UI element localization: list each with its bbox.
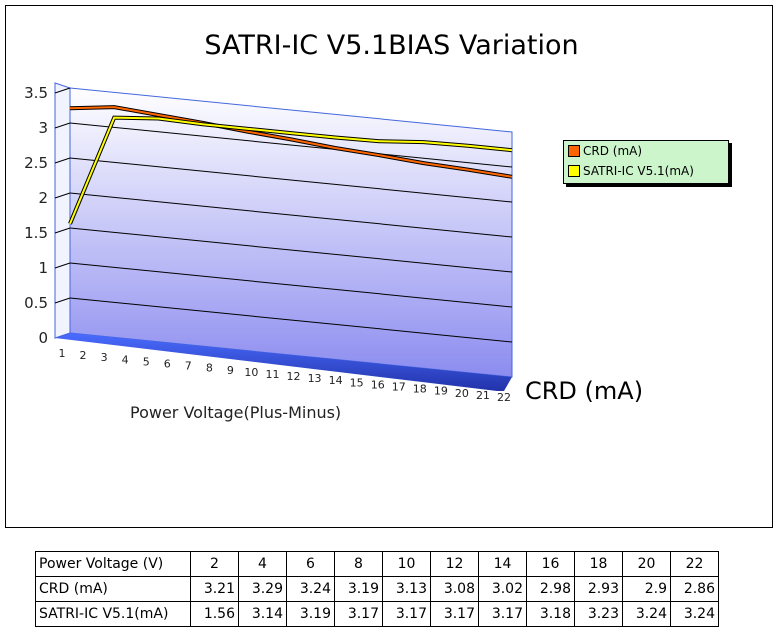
legend: CRD (mA) SATRI-IC V5.1(mA) [563, 140, 729, 184]
table-cell: 3.18 [526, 601, 575, 627]
table-cell: 3.24 [670, 601, 719, 627]
table-cell: 3.23 [574, 601, 623, 627]
x-tick-label: 10 [244, 366, 258, 379]
x-tick-label: 13 [308, 372, 322, 385]
series-line-satri-ic [69, 116, 513, 225]
table-cell: 4 [238, 551, 287, 577]
gridline [69, 122, 513, 168]
table-cell: 3.17 [430, 601, 479, 627]
gridline-diag [54, 157, 71, 164]
x-tick-label: 2 [80, 349, 87, 362]
x-tick-label: 21 [476, 389, 490, 402]
table-cell: 3.24 [622, 601, 671, 627]
table-cell: 3.19 [286, 601, 335, 627]
table-cell: 2.9 [622, 576, 671, 602]
x-tick-label: 18 [413, 383, 427, 396]
table-cell: 3.13 [382, 576, 431, 602]
table-row-label: CRD (mA) [35, 576, 191, 602]
table-cell: 1.56 [190, 601, 239, 627]
table-cell: 20 [622, 551, 671, 577]
x-tick-label: 3 [101, 351, 108, 364]
gridline-diag [54, 262, 71, 269]
table-cell: 2 [190, 551, 239, 577]
gridline-diag [54, 87, 71, 94]
x-tick-label: 8 [206, 362, 213, 375]
x-tick-label: 17 [392, 381, 406, 394]
gridline [69, 192, 513, 238]
table-cell: 3.17 [382, 601, 431, 627]
x-tick-label: 14 [329, 374, 343, 387]
table-cell: 16 [526, 551, 575, 577]
x-axis-label: Power Voltage(Plus-Minus) [130, 403, 342, 422]
x-tick-label: 9 [227, 364, 234, 377]
table-cell: 3.29 [238, 576, 287, 602]
side-wall [54, 82, 71, 339]
series-axis-label: CRD (mA) [525, 377, 644, 405]
gridline [69, 227, 513, 273]
table-cell: 22 [670, 551, 719, 577]
table-cell: 3.17 [334, 601, 383, 627]
x-tick-label: 15 [350, 376, 364, 389]
x-tick-label: 22 [497, 391, 511, 404]
table-header-label: Power Voltage (V) [35, 551, 191, 577]
legend-item-crd: CRD (mA) [564, 141, 728, 161]
y-tick-label: 2 [38, 189, 48, 207]
x-tick-label: 5 [143, 355, 150, 368]
y-tick-label: 2.5 [24, 154, 48, 172]
table-cell: 3.17 [478, 601, 527, 627]
x-tick-label: 19 [434, 385, 448, 398]
legend-label: CRD (mA) [583, 144, 643, 158]
table-cell: 3.08 [430, 576, 479, 602]
y-tick-label: 3.5 [24, 84, 48, 102]
x-tick-label: 16 [371, 378, 385, 391]
chart-title: SATRI-IC V5.1BIAS Variation [204, 30, 579, 61]
x-tick-label: 6 [164, 357, 171, 370]
y-tick-label: 1 [38, 259, 48, 277]
table-cell: 6 [286, 551, 335, 577]
gridline-diag [54, 192, 71, 199]
table-cell: 18 [574, 551, 623, 577]
table-cell: 3.21 [190, 576, 239, 602]
y-tick-label: 0.5 [24, 294, 48, 312]
x-tick-label: 1 [59, 347, 66, 360]
gridline [69, 157, 513, 203]
x-tick-label: 12 [287, 370, 301, 383]
x-tick-label: 4 [122, 353, 129, 366]
x-tick-label: 7 [185, 360, 192, 373]
table-cell: 12 [430, 551, 479, 577]
floor [55, 333, 512, 391]
gridline-diag [54, 227, 71, 234]
y-tick-label: 0 [38, 329, 48, 347]
gridline-diag [54, 122, 71, 129]
table-header-row: Power Voltage (V) 2 4 6 8 10 12 14 16 18… [35, 551, 719, 577]
gridline-diag [54, 297, 71, 304]
table-cell: 2.86 [670, 576, 719, 602]
chart-plot: 00.511.522.533.51 2 3 4 5 6 7 8 9 10 11 12 13 14 15 16 1… [24, 82, 513, 404]
data-table: Power Voltage (V) 2 4 6 8 10 12 14 16 18… [35, 551, 719, 627]
series-line-crd [69, 106, 513, 178]
gridline [69, 297, 513, 343]
x-tick-label: 20 [455, 387, 469, 400]
table-cell: 14 [478, 551, 527, 577]
legend-label: SATRI-IC V5.1(mA) [583, 164, 694, 178]
table-cell: 3.02 [478, 576, 527, 602]
legend-item-satri: SATRI-IC V5.1(mA) [564, 161, 728, 181]
table-cell: 8 [334, 551, 383, 577]
table-row: CRD (mA) 3.21 3.29 3.24 3.19 3.13 3.08 3… [35, 576, 719, 602]
x-tick-label: 11 [265, 368, 279, 381]
table-cell: 2.98 [526, 576, 575, 602]
table-cell: 10 [382, 551, 431, 577]
table-cell: 3.24 [286, 576, 335, 602]
table-cell: 3.19 [334, 576, 383, 602]
legend-swatch [568, 165, 580, 177]
gridline [69, 262, 513, 308]
table-row-label: SATRI-IC V5.1(mA) [35, 601, 191, 627]
y-tick-label: 3 [38, 119, 48, 137]
legend-swatch [568, 145, 580, 157]
table-row: SATRI-IC V5.1(mA) 1.56 3.14 3.19 3.17 3.… [35, 601, 719, 627]
table-cell: 3.14 [238, 601, 287, 627]
y-tick-label: 1.5 [24, 224, 48, 242]
table-cell: 2.93 [574, 576, 623, 602]
